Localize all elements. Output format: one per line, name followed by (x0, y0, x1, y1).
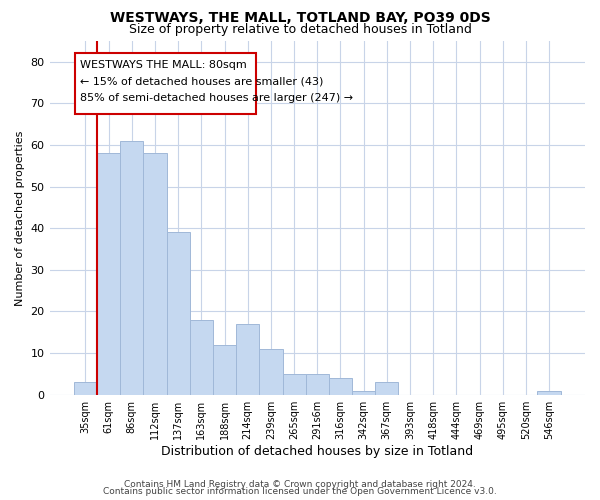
Bar (167, 232, 190, 394)
Text: 85% of semi-detached houses are larger (247) →: 85% of semi-detached houses are larger (… (80, 93, 353, 103)
Bar (143, 154, 167, 394)
X-axis label: Distribution of detached houses by size in Totland: Distribution of detached houses by size … (161, 444, 473, 458)
Bar (236, 324, 259, 394)
Bar (538, 390, 560, 394)
Bar (259, 349, 283, 395)
Y-axis label: Number of detached properties: Number of detached properties (15, 130, 25, 306)
Bar (74, 382, 97, 394)
Bar (120, 141, 143, 395)
Bar (213, 345, 236, 395)
FancyBboxPatch shape (75, 54, 256, 114)
Bar (305, 374, 329, 394)
Text: Size of property relative to detached houses in Totland: Size of property relative to detached ho… (128, 22, 472, 36)
Bar (329, 378, 352, 394)
Bar (97, 154, 120, 394)
Text: WESTWAYS THE MALL: 80sqm: WESTWAYS THE MALL: 80sqm (80, 60, 247, 70)
Text: Contains public sector information licensed under the Open Government Licence v3: Contains public sector information licen… (103, 487, 497, 496)
Text: WESTWAYS, THE MALL, TOTLAND BAY, PO39 0DS: WESTWAYS, THE MALL, TOTLAND BAY, PO39 0D… (110, 11, 490, 25)
Text: Contains HM Land Registry data © Crown copyright and database right 2024.: Contains HM Land Registry data © Crown c… (124, 480, 476, 489)
Text: ← 15% of detached houses are smaller (43): ← 15% of detached houses are smaller (43… (80, 76, 323, 86)
Bar (375, 382, 398, 394)
Bar (352, 390, 375, 394)
Bar (190, 320, 213, 394)
Bar (283, 374, 305, 394)
